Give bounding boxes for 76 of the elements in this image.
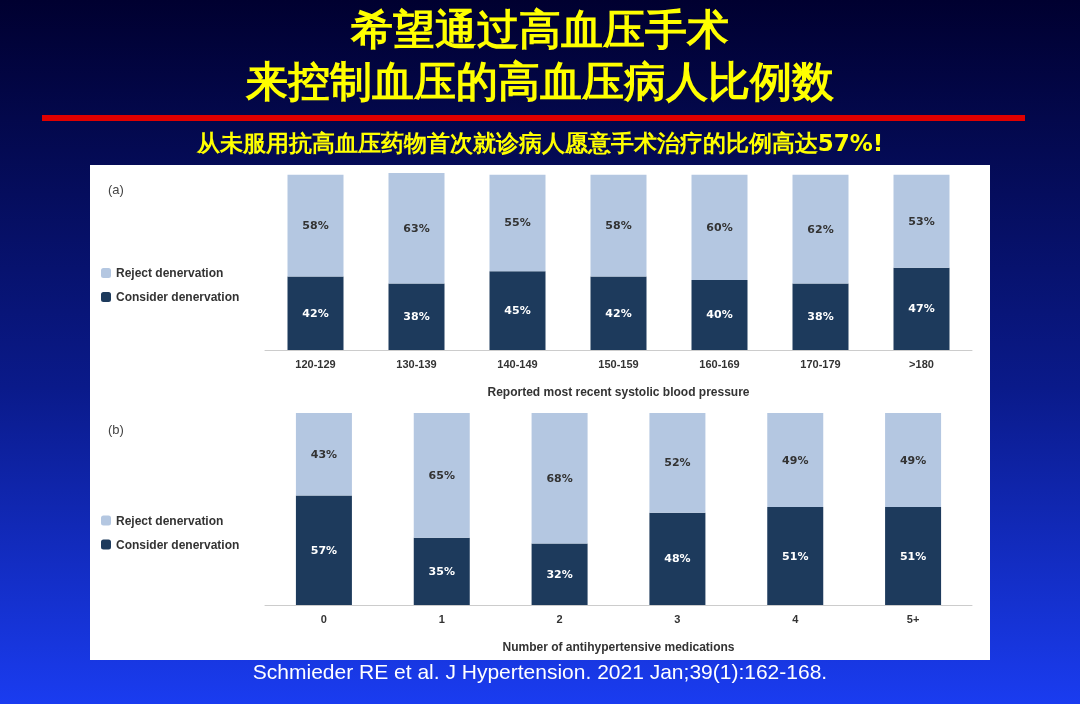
bar	[893, 174, 950, 268]
bar	[792, 174, 849, 284]
data-label: 47%	[908, 302, 935, 316]
bar	[885, 413, 942, 508]
bar	[287, 276, 344, 350]
x-tick-label: 130-139	[396, 357, 437, 370]
data-label: 63%	[403, 221, 430, 235]
data-label: 49%	[899, 453, 927, 467]
x-tick-label: 170-179	[800, 357, 841, 370]
bar	[413, 413, 470, 538]
bar	[413, 537, 470, 605]
bar	[691, 279, 748, 350]
x-axis-title: Reported most recent systolic blood pressure	[487, 385, 750, 399]
bar	[295, 495, 352, 605]
bar	[295, 413, 352, 496]
chart-title: 希望通过高血压手术来控制血压的高血压病人比例数	[246, 5, 834, 106]
bar	[767, 507, 824, 605]
x-tick-label: 4	[792, 612, 800, 625]
data-label: 49%	[782, 453, 809, 467]
data-label: 58%	[605, 219, 632, 233]
data-label: 35%	[428, 564, 455, 578]
x-tick-label: 2	[556, 612, 563, 625]
x-tick-label: 150-159	[598, 357, 639, 370]
data-label: 60%	[706, 220, 733, 234]
data-label: 65%	[428, 468, 455, 482]
data-label: 42%	[605, 306, 632, 320]
bar	[489, 271, 546, 350]
data-label: 48%	[664, 552, 691, 566]
text: Schmieder RE et al. J Hypertension. 2021 Jan;39(1):162-168.	[251, 660, 829, 684]
data-label: 40%	[706, 308, 733, 322]
data-label: 51%	[899, 549, 927, 563]
data-label: 38%	[403, 310, 430, 324]
bar	[531, 543, 588, 605]
bar	[590, 174, 647, 277]
data-label: 43%	[310, 447, 338, 461]
legend-label: Consider denervation	[116, 290, 240, 304]
x-tick-label: 3	[674, 612, 681, 625]
bar	[388, 283, 445, 350]
data-label: 62%	[807, 222, 834, 236]
data-label: 55%	[504, 216, 531, 230]
bar	[388, 173, 445, 284]
data-label: 58%	[302, 219, 329, 233]
x-tick-label: 140-149	[497, 357, 538, 370]
bar	[489, 174, 546, 272]
bar	[649, 512, 706, 605]
x-axis-title: Number of antihypertensive medications	[502, 640, 735, 654]
x-tick-label: >180	[909, 357, 934, 370]
data-label: 51%	[782, 549, 809, 563]
data-label: 53%	[908, 214, 935, 228]
bar	[649, 413, 706, 513]
bar	[893, 267, 950, 350]
data-label: 68%	[546, 471, 573, 485]
data-label: 45%	[504, 304, 531, 318]
bar	[590, 276, 647, 350]
bar	[792, 283, 849, 350]
x-tick-label: 0	[320, 612, 327, 625]
data-label: 42%	[302, 306, 329, 320]
x-tick-label: 160-169	[699, 357, 740, 370]
data-label: 32%	[546, 567, 573, 581]
bar	[767, 413, 824, 508]
x-tick-label: 1	[438, 612, 445, 625]
bar	[287, 174, 344, 277]
chart-subtitle: 从未服用抗高血压药物首次就诊病人愿意手术治疗的比例高达57%!	[195, 129, 885, 158]
data-label: 57%	[310, 543, 338, 557]
x-tick-label: 5+	[906, 612, 920, 625]
legend-label: Reject denervation	[116, 513, 224, 528]
text: (a)	[108, 182, 124, 197]
data-label: 52%	[664, 456, 691, 470]
bar	[531, 413, 588, 544]
legend-label: Consider denervation	[116, 537, 240, 552]
bar	[691, 174, 748, 280]
data-label: 38%	[807, 310, 834, 324]
bar	[885, 507, 942, 605]
x-tick-label: 120-129	[295, 357, 336, 370]
text: (b)	[108, 422, 124, 437]
legend-label: Reject denervation	[116, 266, 224, 280]
